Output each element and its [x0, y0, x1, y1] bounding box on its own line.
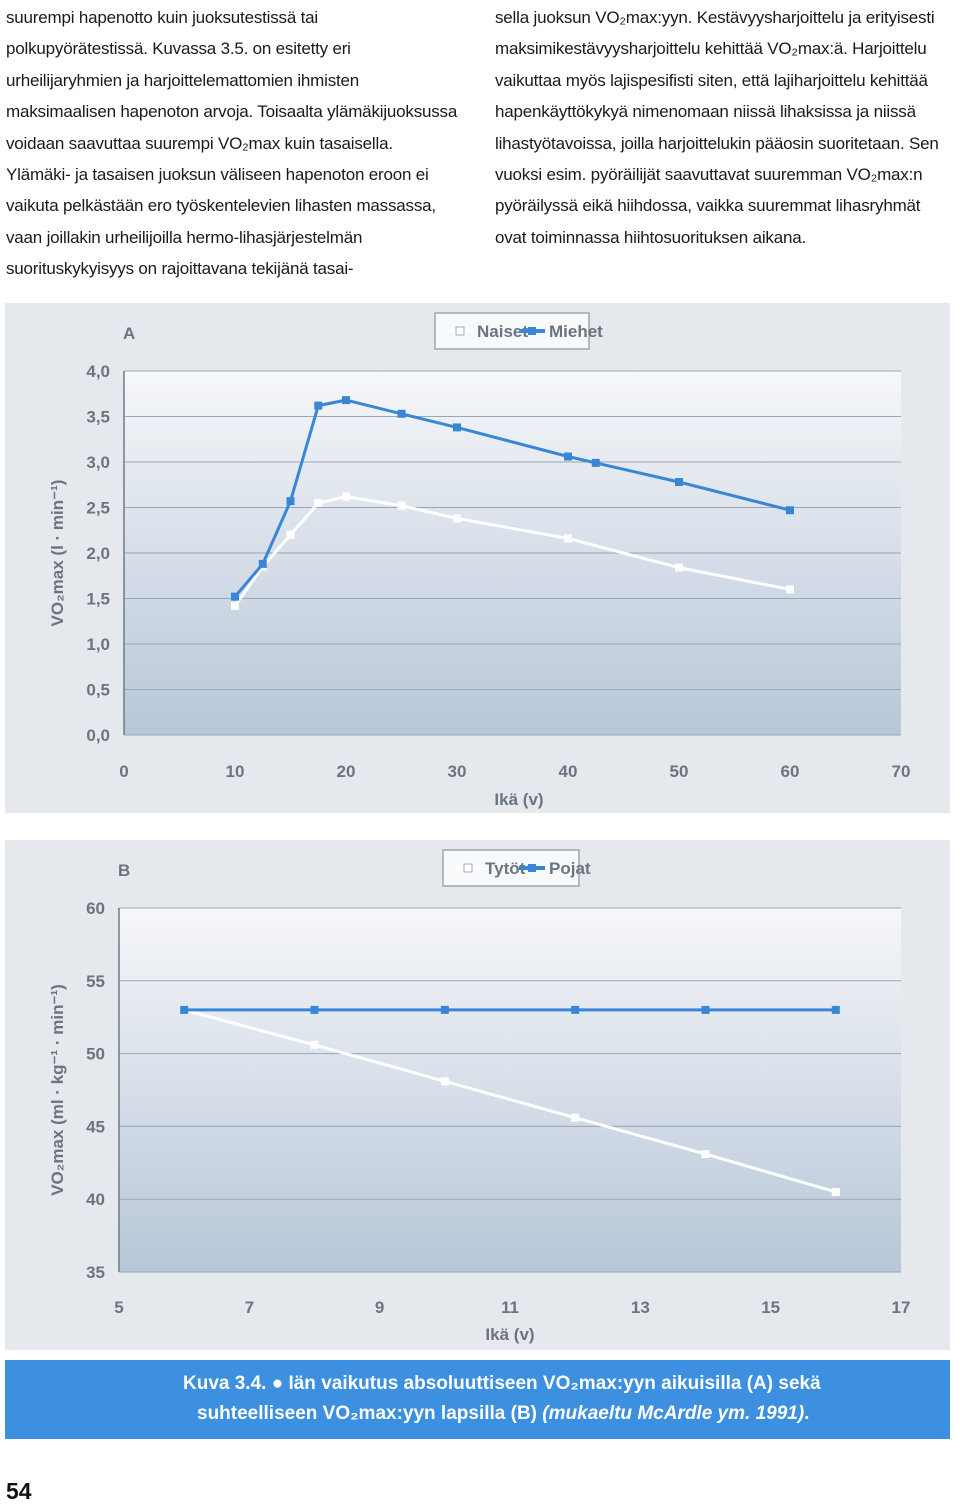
chart-b-svg: 35 40 45 50 55 60 5 7 9 11 13 15 17 Ikä (v) VO₂max (ml… — [5, 840, 950, 1350]
chart-a-x-tick-label: 10 — [226, 762, 245, 781]
chart-a-y-tick-label: 4,0 — [86, 362, 110, 381]
chart-b-x-tick-label: 9 — [375, 1298, 384, 1317]
chart-b-data-point — [571, 1005, 580, 1014]
chart-a-data-point — [314, 498, 323, 507]
chart-b: 35 40 45 50 55 60 5 7 9 11 13 15 17 Ikä (v) VO₂max (ml… — [5, 840, 950, 1350]
chart-b-x-tick-label: 17 — [892, 1298, 911, 1317]
chart-a-svg: 0,0 0,5 1,0 1,5 2,0 2,5 3,0 3,5 4,0 0 10 20 30 40 50 60… — [5, 303, 950, 813]
chart-b-legend-label: Tytöt — [485, 859, 526, 878]
chart-a-data-point — [453, 423, 461, 432]
chart-a-data-point — [286, 530, 295, 539]
chart-b-y-tick-label: 60 — [86, 899, 105, 918]
chart-b-data-point — [180, 1005, 189, 1014]
chart-a-y-tick-label: 0,0 — [86, 726, 110, 745]
chart-a-x-tick-label: 60 — [781, 762, 800, 781]
chart-b-x-tick-label: 11 — [501, 1298, 519, 1317]
chart-a-y-axis-label: VO₂max (l · min⁻¹) — [48, 480, 67, 627]
chart-a-data-point — [397, 409, 406, 418]
figure-caption: Kuva 3.4. ● Iän vaikutus absoluuttiseen … — [5, 1360, 950, 1439]
chart-a-data-point — [564, 452, 572, 461]
chart-a-x-tick-label: 70 — [892, 762, 911, 781]
chart-a-data-point — [314, 401, 323, 410]
chart-b-x-axis-label: Ikä (v) — [485, 1325, 534, 1344]
chart-a-x-tick-label: 50 — [670, 762, 689, 781]
chart-a-y-tick-label: 2,5 — [86, 499, 110, 518]
chart-a-x-tick-label: 0 — [119, 762, 128, 781]
chart-a-data-point — [342, 396, 350, 405]
chart-a-legend-marker — [528, 327, 536, 335]
text-column-left: suurempi hapenotto kuin juoksutestissä t… — [6, 2, 461, 285]
chart-b-data-point — [571, 1113, 580, 1122]
chart-a-data-point — [397, 501, 406, 510]
chart-b-y-tick-label: 35 — [86, 1263, 105, 1282]
chart-a-data-point — [258, 559, 267, 568]
chart-a-series-line-naiset — [233, 495, 791, 607]
chart-a-x-tick-label: 40 — [559, 762, 578, 781]
chart-b-data-point — [701, 1150, 710, 1159]
chart-a-data-point — [231, 601, 239, 610]
chart-b-plot-area — [119, 908, 901, 1272]
chart-a-x-tick-label: 30 — [448, 762, 467, 781]
chart-b-data-point — [440, 1077, 449, 1086]
chart-b-x-tick-label: 15 — [761, 1298, 780, 1317]
chart-b-data-point — [701, 1005, 710, 1014]
chart-a-panel-label: A — [123, 324, 135, 343]
chart-b-data-point — [310, 1040, 319, 1049]
chart-a-data-point — [675, 478, 683, 487]
chart-b-panel-label: B — [118, 861, 130, 880]
chart-a: 0,0 0,5 1,0 1,5 2,0 2,5 3,0 3,5 4,0 0 10 20 30 40 50 60… — [5, 303, 950, 813]
chart-a-x-tick-label: 20 — [337, 762, 356, 781]
chart-b-x-tick-label: 5 — [114, 1298, 123, 1317]
chart-b-data-point — [831, 1005, 840, 1014]
chart-b-y-axis-label: VO₂max (ml · kg⁻¹ · min⁻¹) — [48, 984, 67, 1196]
chart-b-data-point — [831, 1187, 840, 1196]
chart-a-data-point — [564, 534, 572, 543]
chart-a-y-tick-label: 2,0 — [86, 544, 110, 563]
chart-b-legend-marker — [463, 863, 473, 873]
chart-a-y-tick-label: 1,0 — [86, 635, 110, 654]
caption-line-2-main: suhteelliseen VO₂max:yyn lapsilla (B) — [197, 1403, 543, 1424]
chart-b-legend-label: Pojat — [549, 859, 591, 878]
chart-a-y-tick-label: 3,5 — [86, 408, 110, 427]
chart-b-data-point — [310, 1005, 319, 1014]
chart-a-data-point — [342, 492, 350, 501]
body-text-right: sella juoksun VO₂max:yyn. Kestävyysharjo… — [495, 8, 939, 247]
chart-a-data-point — [453, 514, 461, 523]
chart-a-y-tick-label: 1,5 — [86, 590, 110, 609]
body-text-left: suurempi hapenotto kuin juoksutestissä t… — [6, 8, 458, 279]
chart-b-y-tick-label: 45 — [86, 1117, 105, 1136]
chart-a-data-point — [786, 506, 794, 515]
chart-b-y-tick-label: 50 — [86, 1045, 105, 1064]
chart-a-data-point — [591, 458, 600, 467]
chart-a-x-axis-label: Ikä (v) — [494, 790, 543, 809]
chart-b-y-tick-label: 40 — [86, 1190, 105, 1209]
caption-line-2: suhteelliseen VO₂max:yyn lapsilla (B) (m… — [5, 1399, 950, 1429]
chart-b-x-tick-label: 7 — [245, 1298, 254, 1317]
chart-b-y-tick-label: 55 — [86, 972, 105, 991]
chart-b-series-line-tytöt — [183, 1008, 837, 1194]
chart-a-y-tick-label: 3,0 — [86, 453, 110, 472]
chart-a-data-point — [231, 592, 239, 601]
chart-a-legend-label: Naiset — [477, 322, 528, 341]
chart-a-legend-marker — [455, 326, 465, 336]
chart-b-data-point — [440, 1005, 449, 1014]
caption-source: (mukaeltu McArdle ym. 1991) — [542, 1403, 805, 1424]
chart-b-legend-marker — [528, 864, 536, 872]
chart-a-data-point — [786, 585, 794, 594]
chart-a-y-tick-label: 0,5 — [86, 681, 110, 700]
text-column-right: sella juoksun VO₂max:yyn. Kestävyysharjo… — [495, 2, 953, 253]
chart-b-x-tick-label: 13 — [631, 1298, 650, 1317]
caption-line-2-end: . — [804, 1403, 810, 1424]
caption-line-1: Kuva 3.4. ● Iän vaikutus absoluuttiseen … — [183, 1373, 821, 1394]
chart-a-data-point — [286, 497, 295, 506]
page-number: 54 — [6, 1478, 32, 1504]
chart-a-data-point — [675, 563, 683, 572]
chart-a-legend-label: Miehet — [549, 322, 603, 341]
